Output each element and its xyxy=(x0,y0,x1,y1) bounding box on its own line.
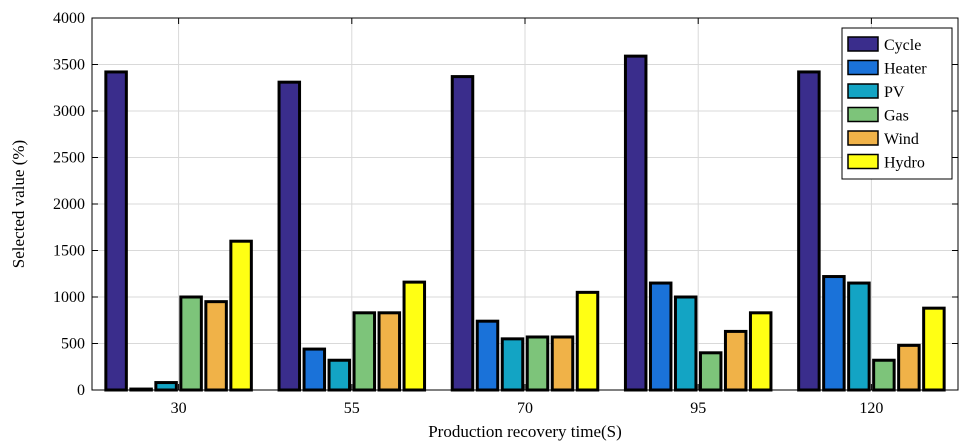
bar-pv xyxy=(500,337,525,392)
bar-heater xyxy=(475,319,500,392)
legend-swatch-gas xyxy=(847,106,879,123)
bar-pv xyxy=(673,295,698,392)
y-tick-label: 500 xyxy=(61,336,85,353)
bar-wind xyxy=(723,329,748,392)
bar-cycle xyxy=(277,80,302,392)
legend-label-cycle: Cycle xyxy=(884,37,921,54)
bar-gas xyxy=(872,358,896,392)
bar-gas xyxy=(179,295,203,392)
bar-hydro xyxy=(229,239,253,392)
bar-hydro xyxy=(922,306,946,392)
bar-hydro xyxy=(748,311,773,392)
bar-cycle xyxy=(797,70,821,392)
y-tick-label: 1500 xyxy=(53,243,85,260)
x-tick-label: 55 xyxy=(344,400,360,417)
y-tick-label: 2000 xyxy=(53,196,85,213)
bar-hydro xyxy=(575,290,600,392)
bar-heater xyxy=(302,347,327,392)
y-tick-label: 0 xyxy=(77,382,85,399)
bar-wind xyxy=(550,335,575,392)
bar-pv xyxy=(327,358,352,392)
y-tick-label: 3000 xyxy=(53,103,85,120)
bars xyxy=(104,54,946,392)
legend-swatch-hydro xyxy=(847,153,879,170)
x-axis-ticks: 30 55 70 95 120 xyxy=(171,18,883,417)
bar-gas xyxy=(698,351,723,392)
bar-gas xyxy=(525,335,550,392)
x-tick-label: 120 xyxy=(859,400,883,417)
bar-pv xyxy=(847,281,871,392)
legend-label-hydro: Hydro xyxy=(884,155,925,172)
bar-wind xyxy=(897,343,921,392)
legend-label-wind: Wind xyxy=(884,131,919,148)
legend-label-heater: Heater xyxy=(884,61,927,78)
legend-swatch-heater xyxy=(847,59,879,76)
bar-heater xyxy=(648,281,673,392)
bar-hydro xyxy=(402,280,427,392)
bar-wind xyxy=(377,311,402,392)
bar-heater xyxy=(822,275,846,392)
y-tick-label: 4000 xyxy=(53,10,85,27)
bar-cycle xyxy=(623,54,648,392)
x-tick-label: 95 xyxy=(690,400,706,417)
x-tick-label: 30 xyxy=(171,400,187,417)
x-axis-title: Production recovery time(S) xyxy=(428,422,622,441)
legend-swatch-cycle xyxy=(847,36,879,52)
y-axis-title: Selected value (%) xyxy=(9,140,28,268)
legend: Cycle Heater PV Gas Wind Hydro xyxy=(841,27,953,180)
legend-label-gas: Gas xyxy=(884,108,909,125)
y-tick-label: 1000 xyxy=(53,289,85,306)
legend-swatch-pv xyxy=(847,83,879,99)
legend-label-pv: PV xyxy=(884,84,905,101)
legend-swatch-wind xyxy=(847,130,879,146)
y-tick-label: 3500 xyxy=(53,57,85,74)
y-axis-ticks: 0 500 1000 1500 2000 2500 3000 3500 4000 xyxy=(53,10,958,399)
bar-pv xyxy=(154,381,178,392)
bar-cycle xyxy=(104,70,128,392)
bar-gas xyxy=(352,311,377,392)
bar-cycle xyxy=(450,75,475,392)
y-tick-label: 2500 xyxy=(53,150,85,167)
x-tick-label: 70 xyxy=(517,400,533,417)
bar-wind xyxy=(204,300,228,392)
